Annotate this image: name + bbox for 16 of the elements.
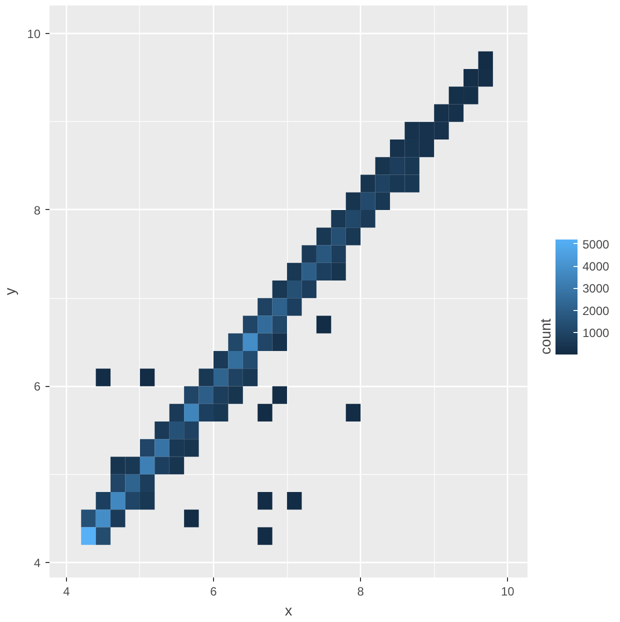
color-bar-label: 1000 [582, 326, 610, 340]
y-tick-label: 10 [27, 27, 41, 42]
y-tick-label: 8 [34, 203, 41, 218]
color-bar-title: count [538, 318, 554, 354]
x-tick-label: 10 [500, 584, 515, 598]
y-axis-title: y [3, 287, 20, 296]
x-axis-title: x [284, 604, 293, 620]
y-tick-label: 4 [34, 556, 41, 570]
x-tick-label: 6 [210, 584, 218, 598]
color-bar-label: 5000 [582, 237, 610, 252]
x-tick-label: 4 [63, 584, 70, 598]
color-bar-label: 2000 [582, 304, 610, 318]
y-tick-label: 6 [34, 380, 41, 394]
x-tick-label: 8 [357, 584, 364, 598]
color-bar-label: 4000 [582, 260, 610, 274]
color-bar-label: 3000 [582, 282, 610, 296]
